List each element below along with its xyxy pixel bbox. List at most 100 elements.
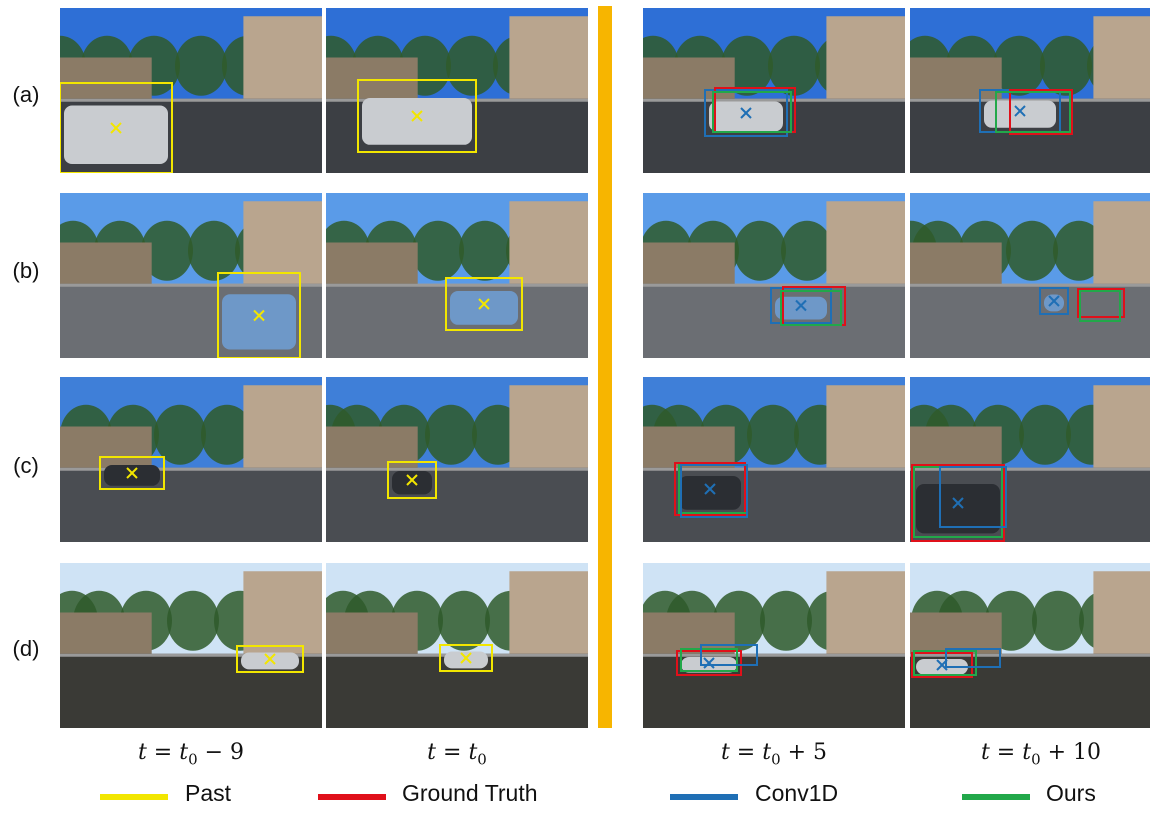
conv1d-box — [700, 644, 758, 666]
ground-truth-box — [911, 652, 973, 678]
scene-svg — [643, 193, 905, 358]
ground-truth-box — [1077, 288, 1125, 318]
center-marker — [126, 467, 138, 479]
center-marker — [740, 107, 752, 119]
time-label-t0-plus-10: t = t0 + 10 — [980, 740, 1102, 769]
legend-label-ours: Ours — [1046, 780, 1096, 806]
scene-svg — [60, 8, 322, 173]
scene-image-r4-c3 — [643, 563, 905, 728]
conv1d-box — [939, 466, 1007, 528]
ground-truth-box — [674, 462, 746, 516]
center-marker — [1014, 105, 1026, 117]
background-scenery — [643, 385, 905, 476]
background-scenery — [910, 201, 1150, 292]
background-scenery — [326, 571, 588, 662]
scene-svg — [910, 8, 1150, 173]
row-label-a: (a) — [12, 82, 40, 107]
center-marker — [460, 652, 472, 664]
background-scenery — [60, 385, 322, 476]
conv1d-box — [680, 464, 748, 518]
legend-swatch-conv1d — [670, 794, 738, 800]
past-box — [217, 272, 301, 358]
scene-svg — [910, 193, 1150, 358]
background-scenery — [643, 571, 905, 662]
scene-svg — [326, 8, 588, 173]
time-label-t0-plus-5: t = t0 + 5 — [720, 740, 828, 769]
past-box — [236, 645, 304, 673]
scene-svg — [60, 377, 322, 542]
center-marker — [253, 309, 265, 322]
scene-image-r3-c4 — [910, 377, 1150, 542]
scene-image-r3-c1 — [60, 377, 322, 542]
scene-svg — [326, 193, 588, 358]
legend-label-conv1d: Conv1D — [755, 780, 839, 806]
background-scenery — [326, 16, 588, 107]
ground-truth-box — [676, 650, 742, 676]
center-marker — [703, 657, 715, 669]
scene-image-r2-c3 — [643, 193, 905, 358]
past-box — [357, 79, 477, 153]
scene-image-r4-c4 — [910, 563, 1150, 728]
legend-swatch-ours — [962, 794, 1030, 800]
row-label-b: (b) — [12, 258, 40, 283]
scene-image-r4-c1 — [60, 563, 322, 728]
scene-svg — [643, 563, 905, 728]
past-box — [439, 644, 493, 672]
center-marker — [1048, 295, 1060, 307]
past-box — [60, 82, 173, 173]
background-scenery — [60, 201, 322, 292]
scene-image-r1-c4 — [910, 8, 1150, 173]
center-marker — [406, 474, 418, 486]
scene-svg — [643, 377, 905, 542]
past-box — [387, 461, 437, 499]
conv1d-box — [945, 648, 1001, 668]
center-marker — [478, 298, 490, 310]
scene-image-r3-c3 — [643, 377, 905, 542]
scene-image-r1-c3 — [643, 8, 905, 173]
time-label-t0-minus-9: t = t0 − 9 — [137, 740, 245, 769]
scene-svg — [910, 563, 1150, 728]
scene-svg — [60, 193, 322, 358]
legend-swatch-ground-truth — [318, 794, 386, 800]
ours-box — [780, 290, 842, 326]
legend-swatch-past — [100, 794, 168, 800]
ground-truth-box — [1009, 89, 1073, 135]
row-label-d: (d) — [12, 636, 40, 661]
background-scenery — [643, 201, 905, 292]
row-label-c: (c) — [13, 453, 39, 478]
past-future-divider — [598, 6, 612, 728]
background-scenery — [910, 571, 1150, 662]
center-marker — [264, 653, 276, 665]
scene-image-r1-c1 — [60, 8, 322, 173]
ground-truth-box — [911, 464, 1005, 542]
past-box — [99, 456, 165, 490]
time-label-t0: t = t0 — [427, 740, 487, 769]
ours-box — [995, 91, 1071, 133]
scene-svg — [326, 563, 588, 728]
center-marker — [952, 497, 964, 509]
ours-box — [712, 91, 792, 133]
legend-label-past: Past — [185, 780, 232, 806]
scene-image-r4-c2 — [326, 563, 588, 728]
background-scenery — [326, 201, 588, 292]
background-scenery — [643, 16, 905, 107]
scene-image-r2-c1 — [60, 193, 322, 358]
center-marker — [411, 110, 423, 122]
scene-image-r2-c2 — [326, 193, 588, 358]
ours-box — [1079, 290, 1121, 322]
scene-svg — [60, 563, 322, 728]
center-marker — [110, 122, 122, 134]
scene-image-r3-c2 — [326, 377, 588, 542]
past-box — [445, 277, 523, 331]
center-marker — [795, 299, 807, 312]
conv1d-box — [1039, 287, 1069, 315]
ours-box — [680, 648, 738, 672]
scene-svg — [910, 377, 1150, 542]
scene-image-r1-c2 — [326, 8, 588, 173]
legend-label-ground-truth: Ground Truth — [402, 780, 538, 806]
scene-svg — [326, 377, 588, 542]
scene-image-r2-c4 — [910, 193, 1150, 358]
center-marker — [704, 483, 716, 495]
scene-svg — [643, 8, 905, 173]
conv1d-box — [704, 89, 788, 137]
